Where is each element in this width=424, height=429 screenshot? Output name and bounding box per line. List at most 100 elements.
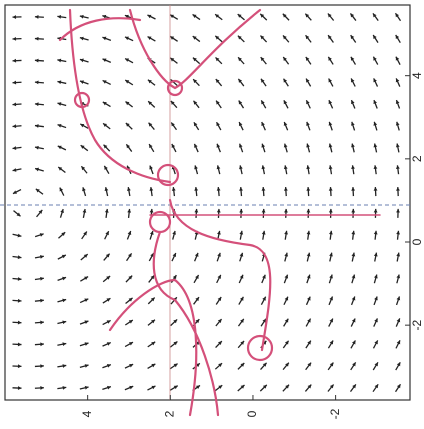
field-arrowhead [373,208,378,213]
field-arrowhead [307,318,311,323]
field-arrowhead [12,80,17,85]
field-arrowhead [396,187,400,191]
field-arrowhead [193,122,198,127]
field-arrowhead [351,252,356,257]
field-arrowhead [240,362,245,367]
field-arrowhead [17,320,22,325]
field-arrowhead [216,208,221,213]
field-arrowhead [194,208,199,213]
field-arrowhead [396,384,401,389]
field-arrowhead [12,15,17,19]
field-arrowhead [351,230,356,235]
x-tick-label: 4 [80,410,94,417]
field-arrowhead [126,144,131,149]
field-arrowhead [284,230,288,235]
field-arrowhead [147,14,152,19]
vector-field [12,12,402,393]
field-arrowhead [12,190,17,194]
curve [128,8,262,90]
field-arrowhead [171,187,176,191]
field-arrowhead [125,80,130,84]
field-arrowhead [58,167,63,171]
field-arrowhead [102,101,107,106]
field-arrowhead [147,36,152,41]
field-arrowhead [128,320,133,324]
field-arrowhead [238,57,242,62]
field-arrowhead [149,165,153,170]
field-arrowhead [373,121,378,126]
field-arrowhead [285,362,289,367]
field-arrowhead [84,276,89,281]
field-arrowhead [284,252,289,257]
field-arrowhead [62,342,67,347]
field-arrowhead [373,143,378,148]
field-arrowhead [12,58,17,63]
field-arrowhead [283,165,288,170]
field-arrowhead [284,274,289,279]
field-arrowhead [396,340,401,345]
field-arrowhead [238,78,243,83]
field-arrowhead [83,231,87,236]
curve-marker [166,79,184,97]
field-arrowhead [34,58,39,63]
field-arrowhead [306,143,310,148]
field-arrowhead [193,79,197,84]
field-arrowhead [237,14,242,18]
field-arrowhead [151,363,156,368]
field-arrowhead [106,320,111,324]
field-arrowhead [17,233,22,238]
field-arrowhead [79,80,84,84]
field-arrowhead [327,13,332,18]
field-arrowhead [104,208,109,213]
field-arrowhead [195,297,199,302]
field-arrowhead [329,252,333,257]
field-arrowhead [328,35,332,40]
field-arrowhead [80,123,85,128]
field-arrowhead [102,80,107,84]
field-arrowhead [84,298,89,303]
field-arrowhead [12,168,17,172]
field-arrowhead [170,57,175,62]
field-arrowhead [284,208,288,213]
field-arrowhead [150,297,155,302]
field-arrowhead [125,101,130,106]
field-arrowhead [106,298,111,302]
field-arrowhead [262,318,267,323]
plot-frame [4,4,411,401]
curve-marker [246,334,274,362]
field-arrowhead [351,274,356,279]
field-arrowhead [395,34,400,39]
field-arrowhead [306,274,311,279]
field-arrowhead [12,146,17,150]
field-arrowhead [62,276,67,281]
field-arrowhead [282,13,287,18]
field-arrowhead [82,187,86,192]
field-arrowhead [17,364,22,369]
field-arrowhead [151,341,156,346]
field-arrowhead [351,78,355,83]
field-arrowhead [170,36,175,40]
y-tick-label: 2 [410,155,424,162]
field-arrowhead [305,35,310,40]
field-arrowhead [40,386,44,390]
field-arrowhead [218,385,223,389]
field-arrowhead [17,386,22,390]
field-arrowhead [218,341,222,345]
field-arrowhead [40,342,44,347]
field-arrowhead [240,385,245,389]
field-arrowhead [306,187,311,191]
field-arrowhead [261,230,266,235]
field-arrowhead [351,296,356,301]
field-arrowhead [148,101,153,106]
field-arrowhead [372,13,377,18]
curve [108,278,198,417]
field-arrowhead [328,56,332,61]
field-arrowhead [261,143,266,148]
field-arrowhead [328,208,333,213]
field-arrowhead [329,384,334,389]
field-arrowhead [124,14,129,19]
field-arrowhead [396,252,401,257]
field-arrowhead [173,319,178,324]
curve [68,8,172,184]
